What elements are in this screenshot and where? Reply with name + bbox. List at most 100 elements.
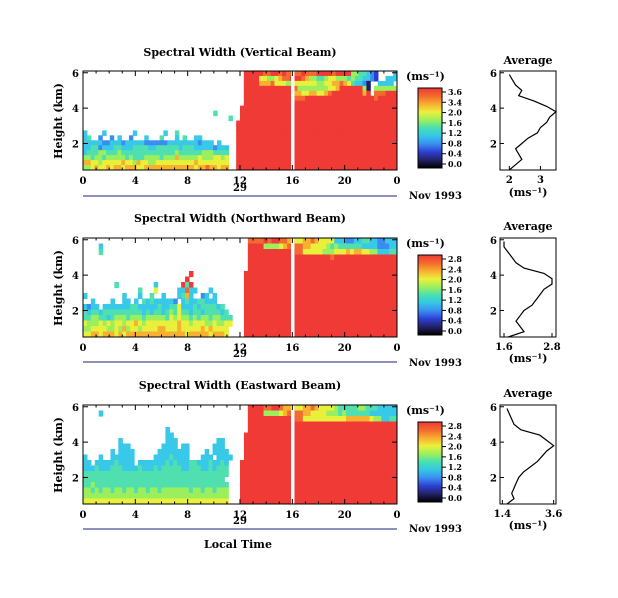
heatmap-cell (298, 493, 304, 500)
heatmap-cell (354, 115, 360, 122)
heatmap-cell (224, 331, 229, 337)
heatmap-cell (220, 438, 225, 445)
heatmap-cell (213, 165, 218, 170)
heatmap-cell (144, 145, 149, 151)
heatmap-cell (302, 254, 308, 261)
heatmap-cell (393, 293, 397, 300)
heatmap-cell (114, 498, 119, 504)
heatmap-cell (381, 498, 386, 504)
heatmap-cell (306, 320, 312, 327)
heatmap-cell (328, 120, 333, 127)
heatmap-cell (389, 421, 394, 428)
heatmap-cell (196, 498, 202, 504)
heatmap-cell (320, 145, 325, 151)
heatmap-cell (153, 476, 159, 483)
heatmap-cell (308, 110, 314, 117)
heatmap-cell (126, 443, 131, 450)
heatmap-cell (342, 449, 347, 456)
heatmap-cell (370, 135, 375, 141)
heatmap-cell (297, 145, 302, 151)
heatmap-cell (310, 482, 316, 489)
heatmap-cell (275, 416, 280, 423)
heatmap-cell (314, 243, 320, 250)
heatmap-cell (122, 293, 127, 300)
heatmap-cell (243, 326, 249, 333)
heatmap-cell (351, 155, 356, 161)
heatmap-cell (274, 115, 279, 122)
heatmap-cell (381, 493, 386, 500)
heatmap-cell (369, 454, 375, 461)
heatmap-cell (113, 140, 119, 146)
heatmap-cell (287, 449, 292, 456)
heatmap-cell (358, 125, 364, 131)
heatmap-cell (243, 120, 249, 127)
heatmap-cell (247, 130, 253, 136)
heatmap-cell (370, 165, 375, 170)
heatmap-cell (251, 276, 257, 283)
heatmap-cell (196, 326, 202, 333)
heatmap-cell (181, 443, 186, 450)
heatmap-cell (122, 304, 127, 311)
heatmap-cell (209, 165, 214, 170)
heatmap-cell (305, 120, 310, 127)
heatmap-cell (259, 460, 265, 467)
heatmap-cell (310, 309, 316, 316)
heatmap-cell (263, 331, 269, 337)
heatmap-cell (338, 265, 343, 272)
heatmap-cell (83, 326, 88, 333)
heatmap-cell (330, 487, 335, 494)
heatmap-cell (259, 405, 265, 412)
heatmap-cell (357, 304, 363, 311)
heatmap-cell (173, 326, 178, 333)
heatmap-cell (369, 471, 375, 478)
heatmap-cell (294, 238, 300, 245)
heatmap-cell (178, 160, 184, 166)
heatmap-cell (137, 326, 143, 333)
heatmap-cell (365, 309, 371, 316)
heatmap-cell (270, 150, 276, 156)
heatmap-cell (132, 150, 138, 156)
heatmap-cell (294, 315, 300, 322)
heatmap-cell (330, 287, 335, 294)
heatmap-cell (358, 100, 364, 107)
heatmap-cell (294, 482, 300, 489)
heatmap-cell (159, 150, 165, 156)
heatmap-cell (247, 304, 253, 311)
heatmap-cell (185, 460, 190, 467)
heatmap-cell (293, 130, 299, 136)
heatmap-cell (330, 421, 335, 428)
heatmap-cell (345, 465, 351, 472)
heatmap-cell (224, 320, 229, 327)
heatmap-cell (98, 326, 104, 333)
heatmap-cell (361, 410, 367, 417)
heatmap-cell (151, 140, 157, 146)
heatmap-cell (318, 438, 324, 445)
heatmap-cell (247, 487, 253, 494)
heatmap-cell (287, 493, 292, 500)
heatmap-cell (310, 254, 316, 261)
heatmap-cell (370, 75, 375, 82)
heatmap-cell (109, 150, 115, 156)
heatmap-cell (263, 482, 269, 489)
heatmap-cell (182, 140, 187, 146)
heatmap-cell (330, 410, 335, 417)
heatmap-cell (373, 460, 378, 467)
heatmap-cell (389, 465, 394, 472)
heatmap-cell (297, 160, 302, 166)
heatmap-cell (236, 155, 241, 161)
heatmap-cell (354, 80, 360, 87)
heatmap-cell (90, 304, 96, 311)
heatmap-cell (287, 320, 292, 327)
heatmap-cell (385, 140, 390, 146)
heatmap-cell (208, 331, 214, 337)
heatmap-cell (389, 160, 394, 166)
heatmap-cell (285, 85, 291, 92)
heatmap-cell (353, 320, 359, 327)
heatmap-cell (381, 243, 386, 250)
heatmap-cell (377, 421, 382, 428)
heatmap-cell (301, 80, 306, 87)
heatmap-cell (279, 432, 284, 439)
heatmap-cell (255, 427, 261, 434)
heatmap-cell (275, 276, 280, 283)
heatmap-cell (224, 465, 229, 472)
